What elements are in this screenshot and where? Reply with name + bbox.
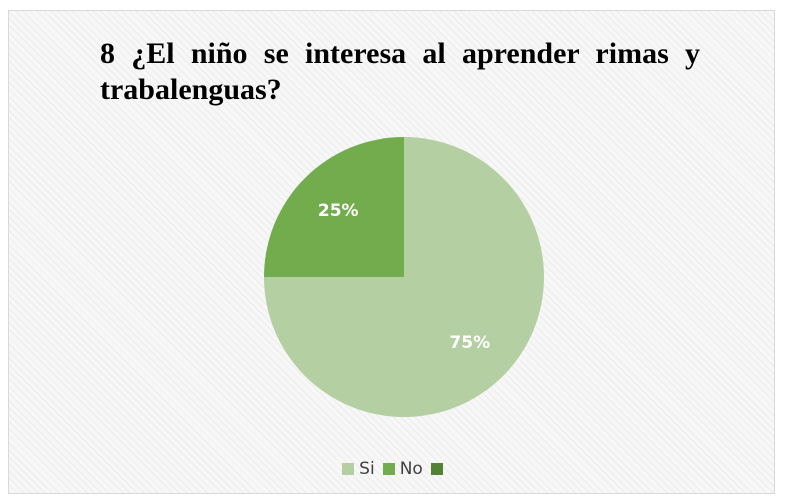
legend-item-series-3 <box>430 463 443 475</box>
legend-label: Si <box>359 459 375 479</box>
legend-item-si: Si <box>342 459 375 479</box>
legend-swatch <box>430 463 443 475</box>
pie-slice-no <box>264 137 404 277</box>
chart-legend: Si No <box>0 459 785 479</box>
chart-title: 8 ¿El niño se interesa al aprender rimas… <box>100 37 700 106</box>
data-label-si: 75% <box>449 333 490 353</box>
pie-data-labels: 75% 25% <box>318 201 490 353</box>
legend-label: No <box>399 459 423 479</box>
legend-item-no: No <box>382 459 423 479</box>
legend-swatch <box>342 463 355 475</box>
pie-slices <box>264 137 544 417</box>
legend-swatch <box>382 463 395 475</box>
data-label-no: 25% <box>318 201 359 221</box>
